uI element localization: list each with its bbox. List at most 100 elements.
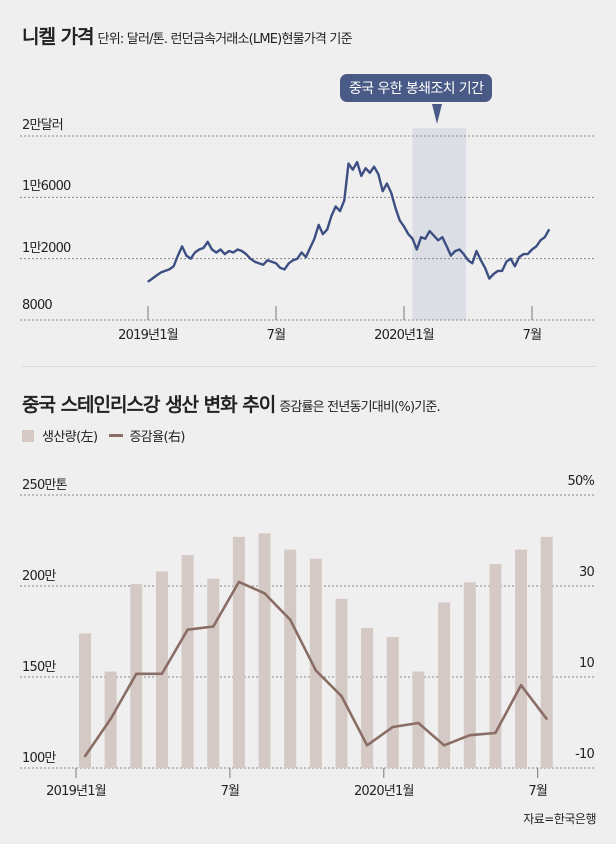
nickel-price-point [403,225,405,228]
production-bar [284,549,297,768]
title-text: 중국 스테인리스강 생산 변화 추이 [22,394,276,416]
nickel-price-point [356,161,358,163]
nickel-price-point [450,255,452,257]
nickel-price-point [164,270,166,272]
nickel-price-point [493,273,495,275]
lockdown-callout: 중국 우한 봉쇄조치 기간 [340,74,493,102]
nickel-price-point [433,235,435,237]
nickel-price-point [283,268,286,270]
subtitle-text: 단위: 달러/톤. 런던금속거래소(LME)현물가격 기준 [97,32,353,47]
nickel-price-point [544,236,546,238]
nickel-price-point [365,167,367,169]
nickel-price-point [309,247,311,249]
y-right-tick-label: -10 [575,747,595,762]
y-tick-label: 8000 [22,298,53,313]
growth-rate-point [519,683,523,687]
growth-rate-point [237,580,241,584]
nickel-price-point [318,224,320,226]
nickel-price-point [475,250,478,252]
nickel-price-point [394,207,397,209]
nickel-price-point [441,236,443,238]
nickel-price-point [224,253,226,255]
nickel-price-point [190,258,192,260]
growth-rate-line [83,580,548,757]
nickel-price-point [271,261,273,263]
production-bar [258,533,271,768]
nickel-price-point [454,250,456,252]
legend-swatch-growth [109,434,124,437]
production-bar [515,549,528,768]
x-tick-label: 2020년1월 [353,784,414,799]
nickel-price-point [202,247,205,249]
nickel-price-chart [20,128,595,321]
title-text: 니켈 가격 [22,26,95,48]
production-bar [489,564,502,768]
legend-swatch-production [22,429,34,442]
nickel-price-point [347,163,350,165]
production-bar [155,571,168,768]
production-bar [309,558,322,768]
nickel-price-point [232,251,234,254]
nickel-price-point [399,219,401,221]
nickel-price-point [313,238,315,240]
nickel-price-point [254,261,256,263]
growth-rate-point [212,625,215,628]
y-tick-label: 2만달러 [22,118,64,133]
x-tick-label: 2020년1월 [374,328,434,343]
nickel-price-point [510,258,512,260]
x-tick-label: 2019년1월 [118,328,178,343]
nickel-price-point [237,248,239,251]
growth-rate-point [135,672,138,676]
growth-rate-point [289,618,292,621]
legend-label-growth: 증감율(右) [129,430,185,445]
nickel-price-point [369,172,371,174]
nickel-price-point [446,245,448,247]
nickel-price-point [262,264,264,266]
growth-rate-point [186,628,189,631]
nickel-price-point [386,182,388,185]
production-bar [540,536,553,768]
growth-rate-point [442,744,446,747]
y-left-tick-label: 200만 [22,569,56,584]
nickel-price-point [198,248,200,251]
y-left-tick-label: 150만 [22,660,56,675]
production-bar [335,598,348,768]
growth-rate-point [109,717,112,721]
x-tick-label: 7월 [528,784,548,799]
nickel-price-point [360,175,362,177]
nickel-price-point [330,215,333,217]
growth-rate-point [263,592,266,595]
y-left-tick-label: 100만 [22,751,56,766]
nickel-price-point [411,238,414,240]
nickel-price-point [194,251,196,254]
nickel-price-point [514,265,516,267]
y-right-tick-label: 50% [567,474,595,489]
nickel-price-point [296,258,298,260]
nickel-price-point [429,230,431,232]
chart-title-stainless: 중국 스테인리스강 생산 변화 추이 증감률은 전년동기대비(%)기준. [22,390,441,417]
nickel-price-point [241,250,243,252]
y-left-tick-label: 250만톤 [22,478,68,493]
nickel-price-point [155,274,158,277]
nickel-price-point [424,238,426,240]
nickel-price-point [275,262,277,264]
nickel-price-point [467,259,469,261]
nickel-price-point [407,233,409,235]
nickel-price-point [535,245,537,247]
production-bar [438,602,451,768]
nickel-price-point [343,199,345,201]
nickel-price-point [335,205,337,208]
production-bar [207,578,220,768]
nickel-price-point [539,239,542,241]
chart-title-nickel: 니켈 가격 단위: 달러/톤. 런던금속거래소(LME)현물가격 기준 [22,22,353,49]
subtitle-text: 증감률은 전년동기대비(%)기준. [279,400,440,415]
y-right-tick-label: 10 [579,656,595,671]
legend-label-production: 생산량(左) [42,430,98,445]
production-bar [232,536,245,768]
growth-rate-point [160,672,164,676]
nickel-price-point [463,253,465,255]
nickel-price-point [377,173,379,175]
nickel-price-point [249,258,251,260]
nickel-price-point [245,253,247,255]
nickel-price-point [292,259,294,261]
